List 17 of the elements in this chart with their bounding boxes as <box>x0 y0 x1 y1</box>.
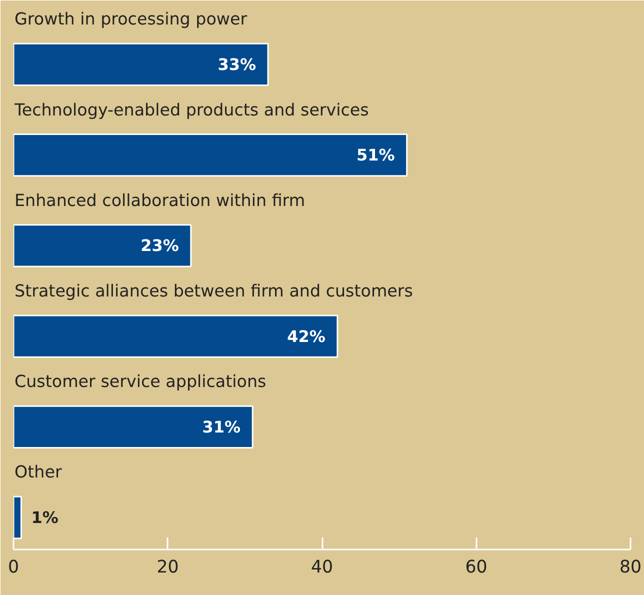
data-label: 33% <box>218 54 256 74</box>
data-label: 31% <box>202 417 241 436</box>
y-tick-label: Customer service applications <box>14 372 266 392</box>
data-label: 1% <box>31 508 58 528</box>
x-tick-label: 0 <box>8 558 20 578</box>
y-tick-label: Enhanced collaboration within firm <box>14 190 306 210</box>
x-tick-label: 80 <box>619 558 642 578</box>
x-tick-label: 60 <box>465 558 488 578</box>
y-tick-label: Growth in processing power <box>14 10 248 29</box>
y-tick-label: Technology-enabled products and services <box>14 100 369 120</box>
x-tick-label: 40 <box>310 558 334 578</box>
data-label: 51% <box>356 146 395 165</box>
x-tick-label: 20 <box>156 558 179 578</box>
data-label: 23% <box>140 236 179 256</box>
data-label: 42% <box>287 326 326 346</box>
y-tick-label: Strategic alliances between firm and customers <box>14 281 413 300</box>
y-tick-label: Other <box>14 462 62 482</box>
